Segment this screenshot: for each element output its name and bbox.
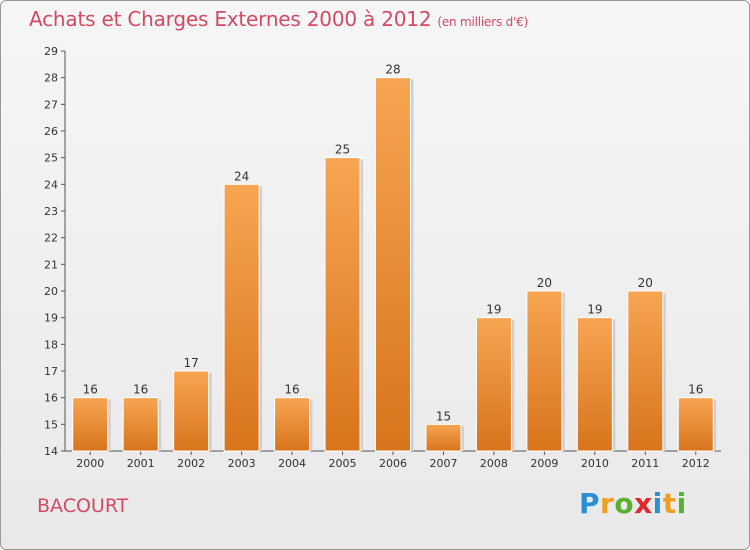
value-label: 20 [638,276,653,290]
logo-letter: i [676,487,687,520]
value-label: 16 [688,383,703,397]
x-tick-label: 2002 [177,457,205,470]
chart-subtitle: (en milliers d'€) [437,15,529,29]
logo-letter: o [614,487,635,520]
y-tick-label: 18 [44,338,58,351]
y-tick-label: 29 [44,45,58,58]
value-label: 25 [335,143,350,157]
logo-letter: x [634,487,653,520]
x-tick-label: 2003 [228,457,256,470]
commune-name: BACOURT [37,495,129,517]
y-tick-label: 27 [44,98,58,111]
y-tick-label: 23 [44,205,58,218]
x-tick-label: 2006 [379,457,407,470]
logo-letter: t [662,487,677,520]
y-tick-label: 14 [44,445,58,458]
logo-letter: i [652,487,663,520]
bar-2009 [526,290,563,452]
y-tick-label: 26 [44,125,58,138]
value-label: 16 [284,383,299,397]
x-tick-label: 2010 [581,457,609,470]
bar-2007 [425,423,462,452]
y-tick-label: 15 [44,418,58,431]
bar-2005 [324,157,361,452]
x-tick-label: 2008 [480,457,508,470]
value-label: 16 [83,383,98,397]
x-tick-label: 2005 [329,457,357,470]
value-label: 28 [385,63,400,77]
y-tick-label: 16 [44,392,58,405]
bar-2008 [475,317,512,452]
x-tick-label: 2012 [682,457,710,470]
chart-title: Achats et Charges Externes 2000 à 2012 (e… [29,7,529,31]
axes: 14 15 16 17 18 19 20 21 22 23 24 25 26 27 28 29 2000 2001… [44,45,721,470]
y-tick-label: 20 [44,285,58,298]
y-tick-label: 28 [44,72,58,85]
value-label: 19 [587,303,602,317]
y-tick-label: 21 [44,258,58,271]
y-tick-label: 22 [44,232,58,245]
bar-2001 [122,397,159,452]
x-tick-label: 2000 [76,457,104,470]
value-label: 17 [184,356,199,370]
bar-2000 [72,397,109,452]
bars: 16 16 17 24 16 25 28 15 19 20 19 20 16 [72,63,717,452]
value-label: 24 [234,169,249,183]
x-tick-label: 2011 [631,457,659,470]
value-label: 15 [436,409,451,423]
bar-2002 [173,370,210,452]
proxiti-logo: Proxiti [579,487,687,520]
y-tick-label: 24 [44,178,58,191]
y-tick-label: 17 [44,365,58,378]
y-tick-label: 19 [44,312,58,325]
bar-2012 [677,397,714,452]
x-tick-label: 2004 [278,457,306,470]
bar-2010 [576,317,613,452]
y-tick-label: 25 [44,152,58,165]
value-label: 20 [537,276,552,290]
bar-2011 [627,290,664,452]
logo-letter: P [579,487,601,520]
bar-2006 [375,77,411,452]
logo-letter: r [600,487,615,520]
bar-2003 [223,183,260,452]
value-label: 19 [486,303,501,317]
bar-2004 [274,397,311,452]
x-tick-label: 2007 [429,457,457,470]
value-label: 16 [133,383,148,397]
x-tick-label: 2001 [127,457,155,470]
x-tick-label: 2009 [530,457,558,470]
